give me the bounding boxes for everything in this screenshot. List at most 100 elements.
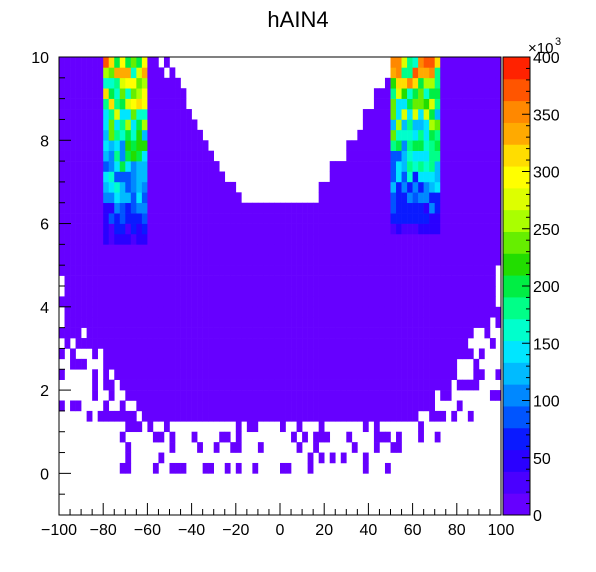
heatmap-cell bbox=[423, 379, 430, 391]
heatmap-cell bbox=[119, 317, 126, 328]
heatmap-cell bbox=[285, 369, 292, 380]
heatmap-cell bbox=[418, 233, 424, 245]
heatmap-cell bbox=[125, 421, 132, 433]
heatmap-cell bbox=[202, 306, 209, 318]
heatmap-cell bbox=[252, 317, 259, 328]
heatmap-cell bbox=[130, 119, 137, 131]
heatmap-cell bbox=[202, 275, 209, 287]
heatmap-cell bbox=[119, 410, 126, 422]
heatmap-cell bbox=[158, 296, 165, 308]
heatmap-cell bbox=[263, 213, 270, 224]
heatmap-cell bbox=[208, 317, 214, 328]
heatmap-cell bbox=[152, 244, 159, 256]
heatmap-cell bbox=[163, 77, 170, 89]
heatmap-cell bbox=[147, 67, 154, 79]
heatmap-cell bbox=[495, 98, 502, 110]
heatmap-cell bbox=[208, 390, 214, 401]
heatmap-cell bbox=[418, 88, 424, 99]
heatmap-cell bbox=[440, 140, 447, 151]
heatmap-cell bbox=[125, 390, 132, 401]
heatmap-cell bbox=[119, 223, 126, 235]
heatmap-cell bbox=[296, 244, 303, 256]
heatmap-cell bbox=[296, 390, 303, 401]
heatmap-cell bbox=[368, 358, 375, 370]
heatmap-cell bbox=[202, 171, 209, 183]
heatmap-cell bbox=[280, 254, 286, 266]
heatmap-cell bbox=[252, 327, 259, 339]
heatmap-cell bbox=[141, 296, 148, 308]
heatmap-cell bbox=[114, 161, 121, 172]
heatmap-cell bbox=[103, 202, 110, 214]
heatmap-cell bbox=[213, 296, 220, 308]
heatmap-cell bbox=[473, 57, 480, 68]
heatmap-cell bbox=[202, 296, 209, 308]
heatmap-cell bbox=[456, 223, 463, 235]
heatmap-cell bbox=[59, 88, 65, 99]
heatmap-cell bbox=[219, 338, 226, 349]
heatmap-cell bbox=[257, 296, 264, 308]
heatmap-cell bbox=[324, 181, 331, 193]
heatmap-cell bbox=[219, 296, 226, 308]
heatmap-cell bbox=[252, 348, 259, 360]
heatmap-cell bbox=[291, 431, 297, 443]
heatmap-cell bbox=[379, 254, 386, 266]
heatmap-cell bbox=[75, 327, 82, 339]
heatmap-cell bbox=[451, 317, 458, 328]
heatmap-cell bbox=[434, 223, 441, 235]
heatmap-cell bbox=[351, 327, 358, 339]
heatmap-cell bbox=[429, 306, 435, 318]
heatmap-cell bbox=[478, 233, 485, 245]
heatmap-cell bbox=[340, 410, 347, 422]
heatmap-cell bbox=[445, 181, 452, 193]
heatmap-cell bbox=[434, 286, 441, 297]
heatmap-cell bbox=[478, 213, 485, 224]
heatmap-cell bbox=[429, 150, 435, 162]
heatmap-cell bbox=[86, 327, 93, 339]
heatmap-cell bbox=[158, 202, 165, 214]
heatmap-cell bbox=[152, 286, 159, 297]
heatmap-cell bbox=[362, 452, 369, 464]
heatmap-cell bbox=[423, 348, 430, 360]
heatmap-cell bbox=[175, 348, 181, 360]
heatmap-cell bbox=[357, 379, 364, 391]
heatmap-cell bbox=[59, 400, 65, 412]
heatmap-cell bbox=[257, 348, 264, 360]
heatmap-cell bbox=[384, 275, 391, 287]
heatmap-cell bbox=[429, 296, 435, 308]
heatmap-cell bbox=[158, 431, 165, 443]
heatmap-cell bbox=[141, 379, 148, 391]
heatmap-cell bbox=[175, 296, 181, 308]
heatmap-cell bbox=[440, 379, 447, 391]
heatmap-cell bbox=[495, 67, 502, 79]
heatmap-cell bbox=[191, 202, 198, 214]
heatmap-cell bbox=[75, 88, 82, 99]
heatmap-cell bbox=[59, 140, 65, 151]
heatmap-cell bbox=[291, 286, 297, 297]
heatmap-cell bbox=[451, 161, 458, 172]
heatmap-cell bbox=[302, 306, 308, 318]
heatmap-cell bbox=[224, 192, 231, 204]
heatmap-cell bbox=[462, 67, 469, 79]
heatmap-cell bbox=[230, 400, 237, 412]
heatmap-cell bbox=[335, 400, 342, 412]
heatmap-cell bbox=[456, 317, 463, 328]
heatmap-cell bbox=[280, 369, 286, 380]
heatmap-cell bbox=[407, 181, 413, 193]
heatmap-cell bbox=[445, 233, 452, 245]
heatmap-cell bbox=[175, 109, 181, 120]
heatmap-cell bbox=[456, 233, 463, 245]
heatmap-cell bbox=[186, 317, 192, 328]
heatmap-cell bbox=[125, 369, 132, 380]
heatmap-cell bbox=[119, 275, 126, 287]
heatmap-cell bbox=[86, 286, 93, 297]
heatmap-cell bbox=[230, 338, 237, 349]
heatmap-cell bbox=[280, 296, 286, 308]
heatmap-cell bbox=[268, 296, 275, 308]
heatmap-cell bbox=[396, 98, 402, 110]
heatmap-cell bbox=[407, 88, 413, 99]
heatmap-cell bbox=[362, 202, 369, 214]
heatmap-cell bbox=[246, 254, 253, 266]
heatmap-cell bbox=[108, 202, 115, 214]
heatmap-cell bbox=[396, 192, 402, 204]
heatmap-cell bbox=[75, 338, 82, 349]
